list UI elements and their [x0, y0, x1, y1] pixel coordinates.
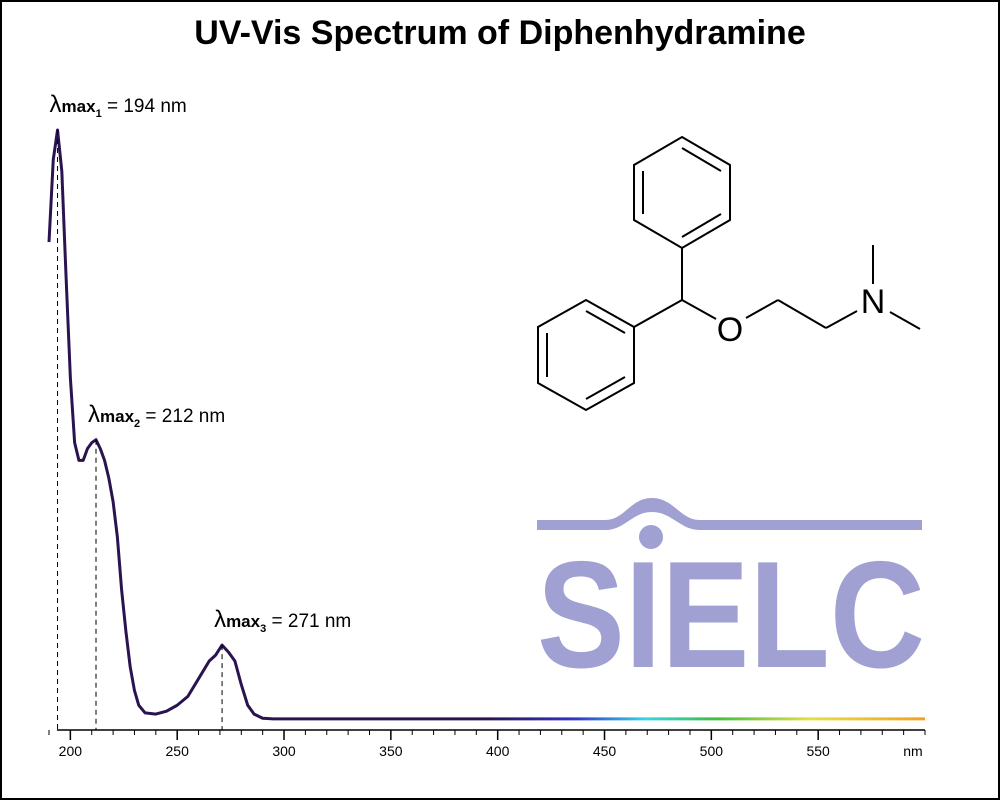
bond: [681, 147, 722, 172]
lambda: λ: [50, 91, 62, 118]
logo-bar: [537, 498, 922, 530]
x-tick-label: 450: [593, 743, 617, 759]
max: max: [62, 97, 97, 116]
peak-text: = 212 nm: [140, 406, 225, 427]
bond: [825, 310, 858, 329]
bond: [585, 310, 626, 334]
bond: [633, 299, 683, 328]
max: max: [100, 407, 135, 426]
peak-label: λmax1 = 194 nm: [50, 91, 187, 120]
spectrum-line: [47, 128, 925, 721]
atom-label: N: [861, 283, 886, 321]
bond: [889, 311, 921, 330]
logo: SIELC: [537, 498, 925, 700]
index: 1: [96, 108, 102, 120]
bond: [585, 376, 626, 400]
x-tick-label: 550: [806, 743, 830, 759]
max: max: [226, 612, 261, 631]
peak-text: = 194 nm: [102, 96, 187, 117]
molecule: O N: [537, 135, 921, 412]
x-tick-label: 350: [379, 743, 403, 759]
x-tick-label: 200: [59, 743, 83, 759]
peak-text: = 271 nm: [266, 611, 351, 632]
chart-title: UV-Vis Spectrum of Diphenhydramine: [194, 14, 806, 52]
index: 3: [260, 623, 266, 635]
bond: [777, 299, 827, 329]
lambda: λ: [214, 606, 226, 633]
x-tick-label: 250: [166, 743, 190, 759]
logo-dot: [639, 525, 663, 549]
atom-label: O: [717, 311, 743, 349]
x-tick-label: 300: [272, 743, 296, 759]
peak-label: λmax3 = 271 nm: [214, 606, 351, 635]
peak-label: λmax2 = 212 nm: [88, 401, 225, 430]
x-axis-label: nm: [903, 743, 922, 759]
index: 2: [134, 418, 140, 430]
lambda: λ: [88, 401, 100, 428]
bond: [681, 299, 717, 320]
bond: [681, 213, 722, 238]
bond: [745, 299, 779, 319]
x-tick-label: 400: [486, 743, 510, 759]
logo-text: SIELC: [537, 530, 925, 700]
x-tick-label: 500: [700, 743, 724, 759]
